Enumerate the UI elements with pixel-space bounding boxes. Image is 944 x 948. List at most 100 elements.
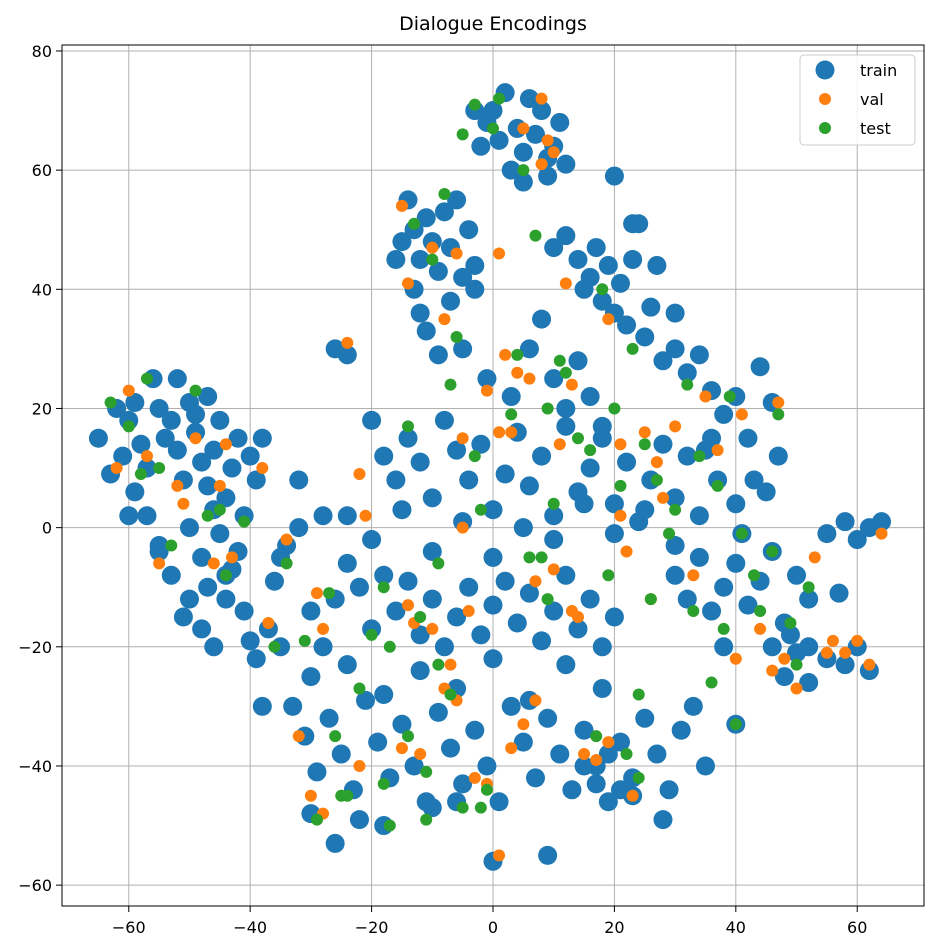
test-point <box>420 765 433 778</box>
train-point <box>337 553 357 573</box>
test-point <box>620 748 633 761</box>
train-point <box>398 428 418 448</box>
train-point <box>550 112 570 132</box>
val-point <box>650 456 663 469</box>
test-point <box>438 187 451 200</box>
legend-marker-val <box>819 93 831 105</box>
val-point <box>559 277 572 290</box>
test-point <box>140 372 153 385</box>
val-point <box>541 134 554 147</box>
train-point <box>173 607 193 627</box>
train-point <box>641 297 661 317</box>
val-point <box>711 444 724 457</box>
train-point <box>617 315 637 335</box>
train-point <box>325 833 345 853</box>
train-point <box>240 446 260 466</box>
val-point <box>863 658 876 671</box>
train-point <box>702 601 722 621</box>
val-point <box>826 634 839 647</box>
val-point <box>523 372 536 385</box>
test-point <box>638 438 651 451</box>
test-point <box>456 128 469 141</box>
train-point <box>392 232 412 252</box>
train-point <box>580 458 600 478</box>
val-point <box>256 462 269 475</box>
train-point <box>532 101 552 121</box>
train-point <box>222 458 242 478</box>
x-tick-label: 0 <box>488 918 498 937</box>
val-point <box>262 616 275 629</box>
train-point <box>677 363 697 383</box>
test-point <box>402 420 415 433</box>
train-point <box>483 500 503 520</box>
test-point <box>523 551 536 564</box>
val-point <box>620 545 633 558</box>
train-point <box>544 601 564 621</box>
test-point <box>432 658 445 671</box>
val-point <box>808 551 821 564</box>
train-point <box>416 321 436 341</box>
train-point <box>447 440 467 460</box>
train-point <box>192 547 212 567</box>
train-point <box>289 470 309 490</box>
train-point <box>604 524 624 544</box>
train-point <box>598 792 618 812</box>
train-point <box>453 774 473 794</box>
test-point <box>650 473 663 486</box>
train-point <box>665 303 685 323</box>
train-point <box>617 452 637 472</box>
test-point <box>383 819 396 832</box>
train-point <box>465 255 485 275</box>
val-point <box>565 378 578 391</box>
val-point <box>122 384 135 397</box>
test-point <box>122 420 135 433</box>
train-point <box>726 494 746 514</box>
train-point <box>88 428 108 448</box>
test-point <box>377 777 390 790</box>
y-tick-label: 40 <box>32 280 52 299</box>
train-point <box>623 250 643 270</box>
test-point <box>559 366 572 379</box>
train-point <box>447 607 467 627</box>
train-point <box>556 398 576 418</box>
train-point <box>125 393 145 413</box>
train-point <box>386 470 406 490</box>
train-point <box>374 684 394 704</box>
test-point <box>432 557 445 570</box>
val-point <box>414 748 427 761</box>
val-point <box>614 509 627 522</box>
train-point <box>434 410 454 430</box>
train-point <box>204 637 224 657</box>
train-point <box>204 440 224 460</box>
train-point <box>149 398 169 418</box>
test-point <box>280 557 293 570</box>
test-point <box>632 771 645 784</box>
val-point <box>547 563 560 576</box>
test-point <box>632 688 645 701</box>
val-point <box>547 146 560 159</box>
train-point <box>459 577 479 597</box>
train-point <box>447 190 467 210</box>
train-point <box>592 637 612 657</box>
train-point <box>762 637 782 657</box>
train-point <box>167 440 187 460</box>
train-point <box>829 583 849 603</box>
train-point <box>392 500 412 520</box>
train-point <box>471 625 491 645</box>
train-point <box>671 720 691 740</box>
train-point <box>386 601 406 621</box>
test-point <box>748 569 761 582</box>
train-point <box>817 524 837 544</box>
val-point <box>851 634 864 647</box>
test-point <box>219 569 232 582</box>
val-point <box>553 438 566 451</box>
train-point <box>422 541 442 561</box>
test-point <box>329 730 342 743</box>
test-point <box>213 503 226 516</box>
train-point <box>872 512 892 532</box>
test-point <box>735 527 748 540</box>
train-point <box>356 690 376 710</box>
test-point <box>353 682 366 695</box>
train-point <box>738 595 758 615</box>
